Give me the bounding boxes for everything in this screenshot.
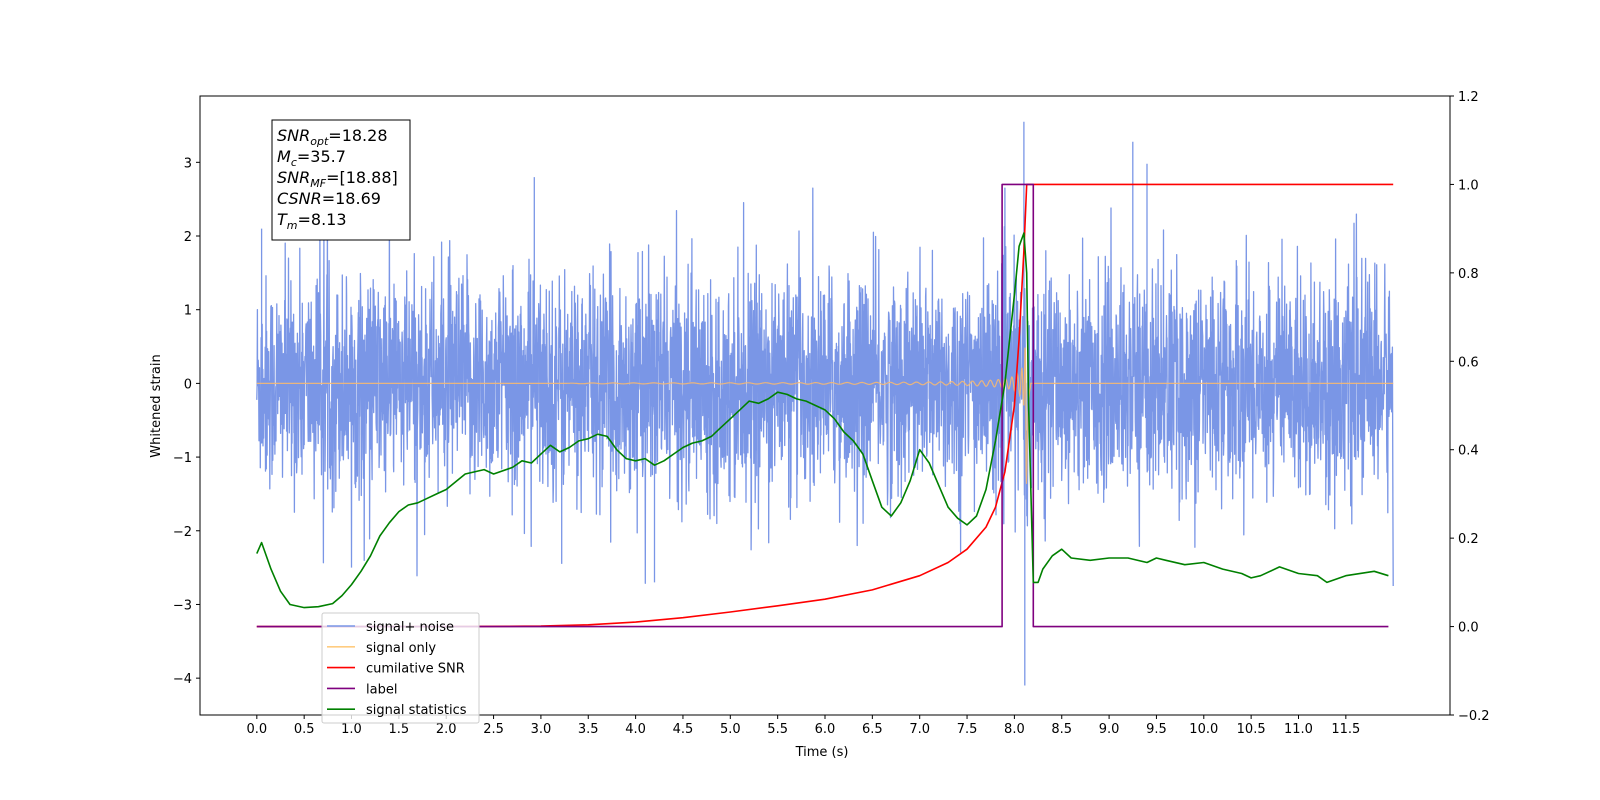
y-right-tick-label: −0.2 — [1458, 709, 1490, 724]
legend-label: cumilative SNR — [366, 662, 465, 677]
x-tick-label: 0.0 — [246, 722, 267, 737]
annotation-line: SNRopt=18.28 — [277, 126, 388, 148]
x-tick-label: 4.5 — [673, 722, 694, 737]
legend: signal+ noise signal only cumilative SNR la… — [321, 612, 480, 724]
annotation-line: Tm=8.13 — [277, 210, 347, 232]
x-tick-label: 8.5 — [1051, 722, 1072, 737]
x-tick-label: 10.0 — [1189, 722, 1218, 737]
x-tick-label: 11.5 — [1331, 722, 1360, 737]
x-tick-label: 6.5 — [862, 722, 883, 737]
x-tick-label: 1.0 — [341, 722, 362, 737]
annotation-frame — [271, 119, 411, 241]
y-tick-label: −3 — [173, 598, 192, 613]
annotation-line: SNRMF=[18.88] — [277, 168, 398, 190]
x-tick-label: 7.0 — [909, 722, 930, 737]
y-right-tick-label: 0.4 — [1458, 444, 1479, 459]
annotation-box: SNRopt=18.28Mc=35.7SNRMF=[18.88]CSNR=18.… — [271, 119, 411, 241]
y-right-tick-label: 0.2 — [1458, 532, 1479, 547]
y-tick-label: 2 — [184, 230, 192, 245]
annotation-line: CSNR=18.69 — [277, 189, 381, 208]
series-signal-only-line — [256, 347, 1394, 484]
legend-frame — [321, 612, 480, 724]
legend-label: signal only — [366, 641, 436, 656]
annotation-line: Mc=35.7 — [277, 147, 346, 169]
legend-label: signal+ noise — [366, 620, 454, 635]
x-tick-label: 8.0 — [1004, 722, 1025, 737]
x-tick-label: 3.0 — [531, 722, 552, 737]
x-tick-label: 2.5 — [483, 722, 504, 737]
x-tick-label: 11.0 — [1284, 722, 1313, 737]
y-tick-label: −1 — [173, 451, 192, 466]
x-tick-label: 5.0 — [720, 722, 741, 737]
series-signal-statistics-line — [256, 232, 1389, 609]
series-layer — [256, 121, 1394, 686]
x-tick-label: 9.0 — [1099, 722, 1120, 737]
x-tick-label: 6.0 — [815, 722, 836, 737]
y-tick-label: 0 — [184, 377, 192, 392]
y-axis-label: Whitened strain — [149, 354, 164, 457]
y-tick-label: 3 — [184, 156, 192, 171]
y-right-tick-label: 0.6 — [1458, 355, 1479, 370]
legend-label: label — [366, 682, 397, 697]
legend-label: signal statistics — [366, 703, 467, 718]
y-tick-label: −4 — [173, 672, 192, 687]
x-tick-label: 1.5 — [389, 722, 410, 737]
x-tick-label: 0.5 — [294, 722, 315, 737]
series-cumulative-snr-line — [256, 183, 1394, 628]
x-tick-label: 7.5 — [957, 722, 978, 737]
y-right-tick-label: 0.0 — [1458, 621, 1479, 636]
x-tick-label: 4.0 — [625, 722, 646, 737]
series-signal-noise-line — [256, 121, 1394, 686]
x-tick-label: 10.5 — [1237, 722, 1266, 737]
x-tick-label: 9.5 — [1146, 722, 1167, 737]
x-axis-label: Time (s) — [795, 745, 849, 760]
x-tick-label: 3.5 — [578, 722, 599, 737]
y-right-tick-label: 1.2 — [1458, 90, 1479, 105]
x-tick-label: 5.5 — [767, 722, 788, 737]
y-tick-label: 1 — [184, 304, 192, 319]
y-tick-label: −2 — [173, 525, 192, 540]
x-tick-label: 2.0 — [436, 722, 457, 737]
y-right-tick-label: 1.0 — [1458, 178, 1479, 193]
axes-layer: 0.0 0.5 1.0 1.5 2.0 2.5 3.0 3.5 4.0 4.5 5.0 5.5 6.0 6… — [173, 90, 1490, 737]
y-right-tick-label: 0.8 — [1458, 267, 1479, 282]
